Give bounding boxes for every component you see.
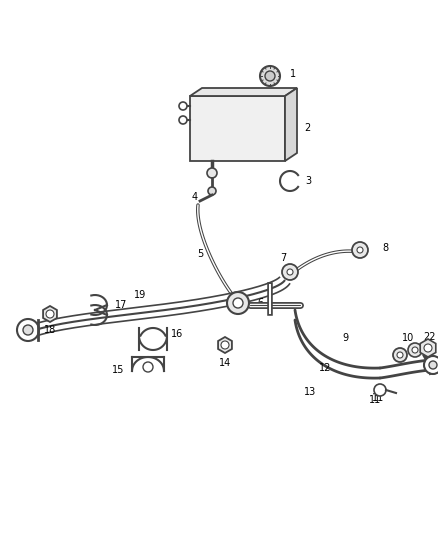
Text: 6: 6 (257, 298, 263, 308)
Circle shape (208, 187, 216, 195)
Circle shape (23, 325, 33, 335)
Text: 4: 4 (192, 192, 198, 202)
Circle shape (207, 168, 217, 178)
Text: 5: 5 (197, 249, 203, 259)
Circle shape (424, 344, 432, 352)
Polygon shape (43, 306, 57, 322)
Circle shape (357, 247, 363, 253)
Circle shape (352, 242, 368, 258)
Text: 12: 12 (319, 363, 331, 373)
Circle shape (282, 264, 298, 280)
Text: 19: 19 (134, 290, 146, 300)
Text: 11: 11 (372, 393, 384, 403)
Text: 9: 9 (342, 333, 348, 343)
Circle shape (221, 341, 229, 349)
Text: 13: 13 (304, 387, 316, 397)
Circle shape (17, 319, 39, 341)
Polygon shape (190, 88, 297, 96)
Text: 15: 15 (112, 365, 124, 375)
Circle shape (265, 71, 275, 81)
Text: 3: 3 (305, 176, 311, 186)
Circle shape (260, 66, 280, 86)
Circle shape (233, 298, 243, 308)
Text: 11: 11 (369, 395, 381, 405)
Circle shape (179, 116, 187, 124)
Text: 16: 16 (171, 329, 183, 339)
Text: 14: 14 (219, 358, 231, 368)
Circle shape (393, 348, 407, 362)
Circle shape (374, 384, 386, 396)
Circle shape (397, 352, 403, 358)
Circle shape (424, 356, 438, 374)
Circle shape (408, 343, 422, 357)
Circle shape (287, 269, 293, 275)
Text: 10: 10 (402, 333, 414, 343)
Polygon shape (285, 88, 297, 161)
Text: 2: 2 (304, 123, 310, 133)
Circle shape (143, 362, 153, 372)
Circle shape (429, 361, 437, 369)
Text: 17: 17 (115, 300, 127, 310)
Text: 8: 8 (382, 243, 388, 253)
Text: 18: 18 (44, 325, 56, 335)
Circle shape (412, 347, 418, 353)
Text: 22: 22 (424, 332, 436, 342)
Circle shape (179, 102, 187, 110)
Circle shape (46, 310, 54, 318)
Polygon shape (420, 339, 436, 357)
Text: 7: 7 (280, 253, 286, 263)
Polygon shape (218, 337, 232, 353)
FancyBboxPatch shape (190, 96, 285, 161)
Circle shape (227, 292, 249, 314)
Text: 1: 1 (290, 69, 296, 79)
